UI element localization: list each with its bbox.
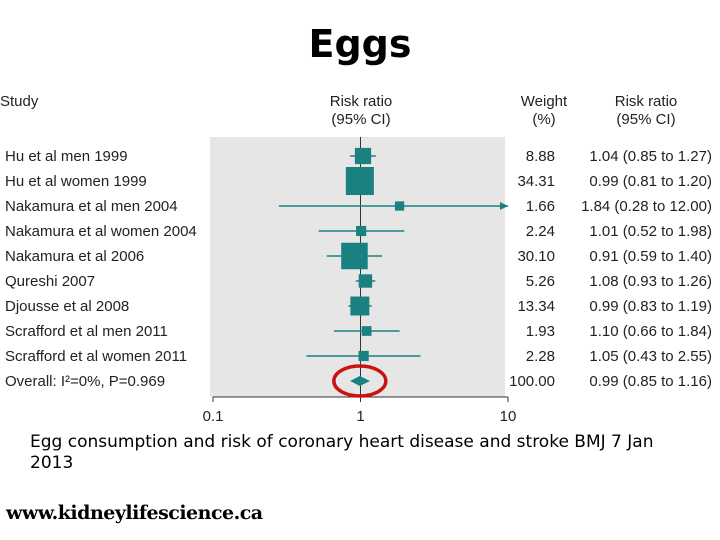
point-estimate-box bbox=[394, 201, 405, 211]
weight-value: 2.24 bbox=[526, 223, 555, 240]
weight-value: 8.88 bbox=[526, 148, 555, 165]
risk-ratio-ci-value: 1.01 (0.52 to 1.98) bbox=[589, 223, 712, 240]
study-label: Qureshi 2007 bbox=[5, 273, 95, 290]
risk-ratio-ci-value: 1.08 (0.93 to 1.26) bbox=[589, 273, 712, 290]
header-risk-ratio-right-ci: (95% CI) bbox=[616, 111, 675, 128]
header-study: Study bbox=[0, 93, 39, 110]
highlight-circle bbox=[332, 364, 388, 398]
header-weight: Weight bbox=[521, 93, 568, 110]
risk-ratio-ci-value: 0.91 (0.59 to 1.40) bbox=[589, 248, 712, 265]
ci-arrow bbox=[500, 202, 508, 210]
point-estimate-box bbox=[345, 167, 374, 195]
weight-value: 13.34 bbox=[517, 298, 555, 315]
study-label: Nakamura et al men 2004 bbox=[5, 198, 178, 215]
point-estimate-box bbox=[341, 242, 368, 270]
weight-value: 1.66 bbox=[526, 198, 555, 215]
risk-ratio-ci-value: 1.04 (0.85 to 1.27) bbox=[589, 148, 712, 165]
overall-weight-value: 100.00 bbox=[509, 373, 555, 390]
risk-ratio-ci-value: 1.05 (0.43 to 2.55) bbox=[589, 348, 712, 365]
weight-value: 1.93 bbox=[526, 323, 555, 340]
point-estimate-box bbox=[354, 147, 372, 165]
website-url: www.kidneylifescience.ca bbox=[6, 502, 263, 524]
point-estimate-box bbox=[361, 326, 372, 336]
study-label: Djousse et al 2008 bbox=[5, 298, 129, 315]
overall-risk-ratio-ci-value: 0.99 (0.85 to 1.16) bbox=[589, 373, 712, 390]
slide-caption: Egg consumption and risk of coronary hea… bbox=[30, 432, 654, 473]
forest-plot: Study Risk ratio(95% CI)Weight(%)Risk rat… bbox=[0, 93, 712, 425]
slide-title: Eggs bbox=[308, 22, 412, 66]
weight-value: 34.31 bbox=[517, 173, 555, 190]
point-estimate-box bbox=[350, 296, 370, 316]
header-risk-ratio: Risk ratio bbox=[330, 93, 393, 110]
study-label: Scrafford et al men 2011 bbox=[5, 323, 168, 340]
risk-ratio-ci-value: 0.99 (0.81 to 1.20) bbox=[589, 173, 712, 190]
weight-value: 2.28 bbox=[526, 348, 555, 365]
header-risk-ratio-right: Risk ratio bbox=[615, 93, 678, 110]
study-label: Hu et al men 1999 bbox=[5, 148, 128, 165]
study-label: Hu et al women 1999 bbox=[5, 173, 147, 190]
x-tick-label: 0.1 bbox=[203, 408, 224, 425]
weight-value: 30.10 bbox=[517, 248, 555, 265]
header-risk-ratio-ci: (95% CI) bbox=[331, 111, 390, 128]
point-estimate-box bbox=[358, 274, 373, 288]
x-tick-label: 10 bbox=[500, 408, 517, 425]
risk-ratio-ci-value: 1.84 (0.28 to 12.00) bbox=[581, 198, 712, 215]
study-label: Nakamura et al women 2004 bbox=[5, 223, 197, 240]
overall-label: Overall: I²=0%, P=0.969 bbox=[5, 373, 165, 390]
study-label: Nakamura et al 2006 bbox=[5, 248, 144, 265]
risk-ratio-ci-value: 1.10 (0.66 to 1.84) bbox=[589, 323, 712, 340]
point-estimate-box bbox=[358, 350, 369, 362]
weight-value: 5.26 bbox=[526, 273, 555, 290]
overall-diamond bbox=[350, 376, 371, 386]
risk-ratio-ci-value: 0.99 (0.83 to 1.19) bbox=[589, 298, 712, 315]
header-weight-unit: (%) bbox=[532, 111, 555, 128]
point-estimate-box bbox=[356, 225, 367, 237]
x-tick-label: 1 bbox=[356, 408, 364, 425]
study-label: Scrafford et al women 2011 bbox=[5, 348, 187, 365]
